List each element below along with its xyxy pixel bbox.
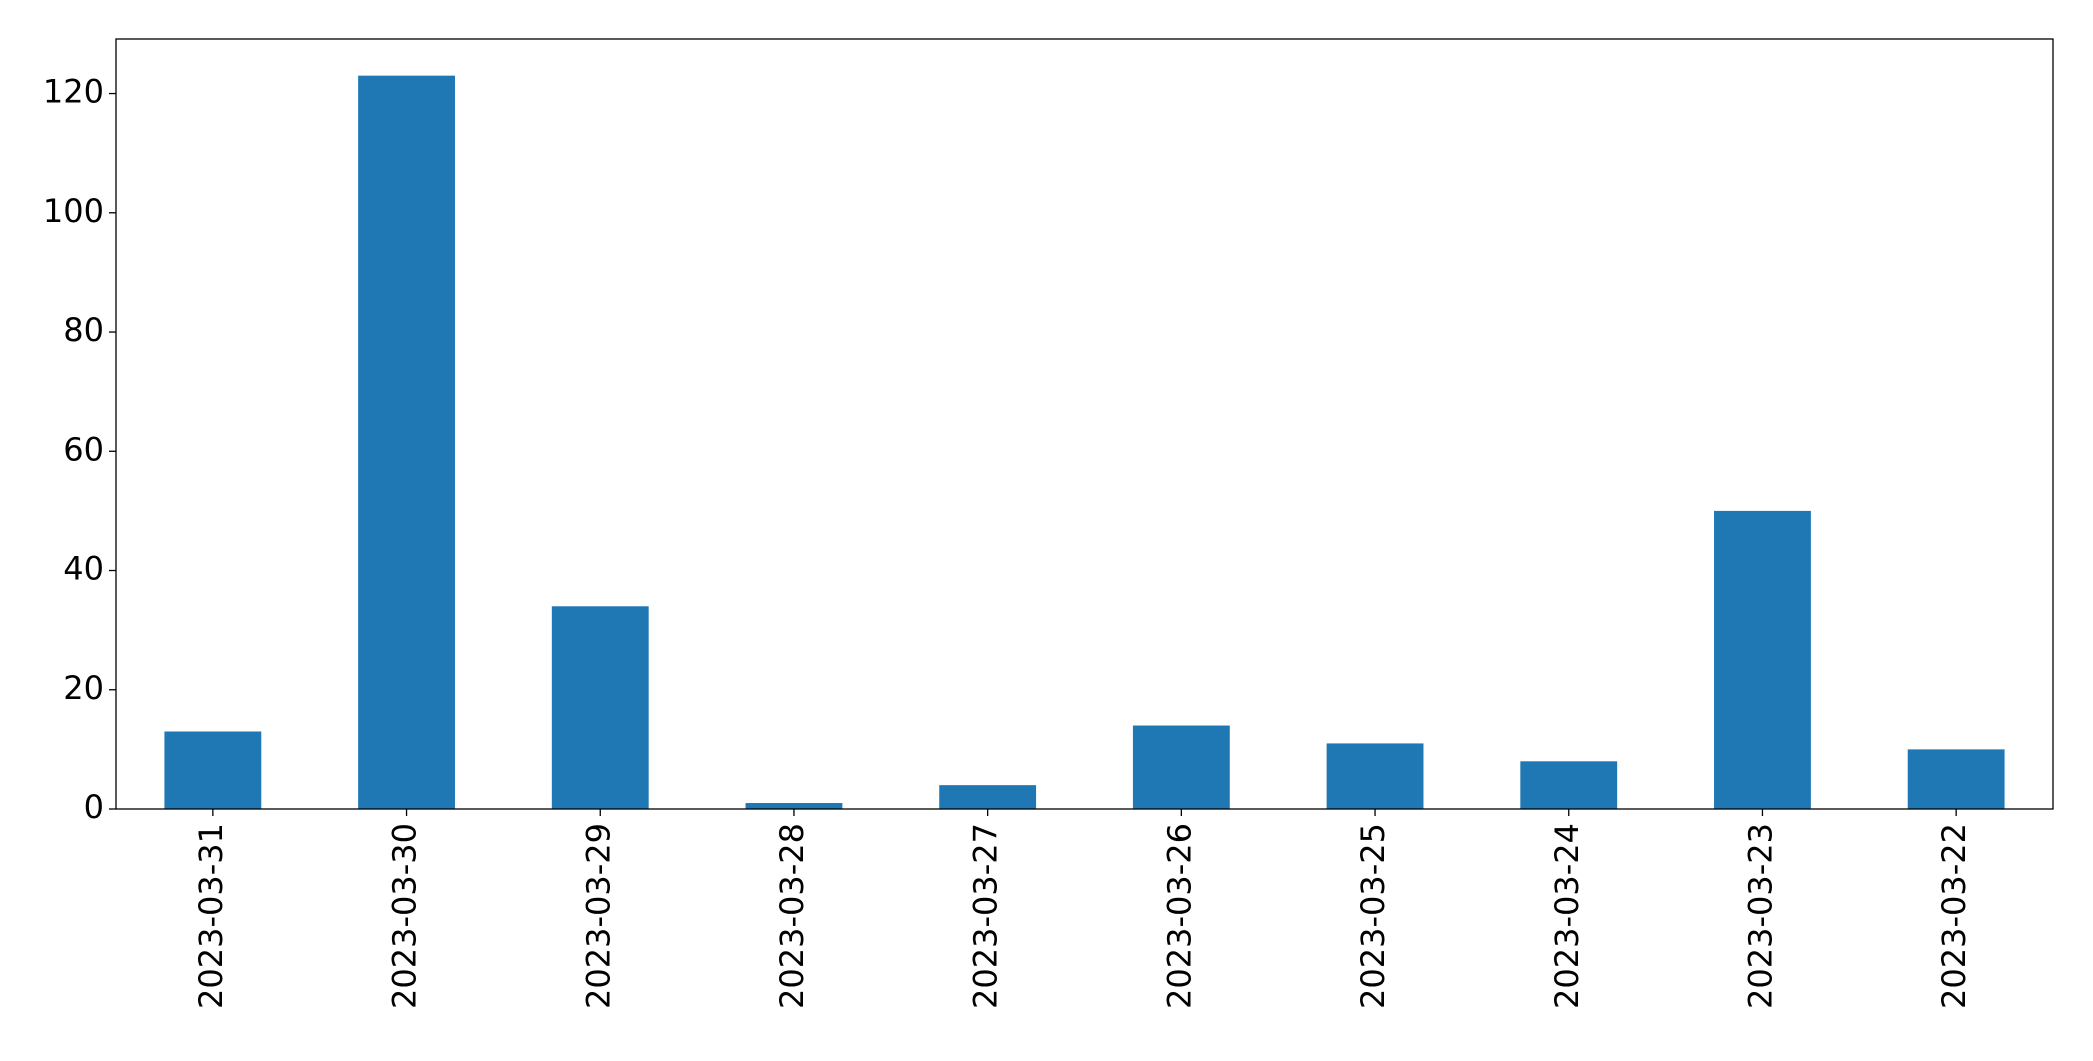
bar	[164, 731, 262, 809]
bar	[1714, 510, 1811, 809]
y-tick-label: 40	[63, 550, 104, 588]
x-tick-label: 2023-03-30	[386, 823, 424, 1009]
y-tick-label: 100	[43, 192, 104, 230]
x-tick-label: 2023-03-22	[1935, 823, 1973, 1009]
bar	[358, 75, 455, 809]
bar	[745, 803, 843, 809]
y-tick-label: 80	[63, 311, 104, 349]
x-tick-label: 2023-03-25	[1354, 823, 1392, 1009]
y-tick-label: 60	[63, 430, 104, 468]
y-tick-label: 120	[43, 73, 104, 111]
x-tick-label: 2023-03-23	[1741, 823, 1779, 1009]
bar	[1132, 725, 1230, 809]
axes-frame	[115, 38, 2054, 810]
x-tick-label: 2023-03-29	[579, 823, 617, 1009]
bar	[1907, 749, 2005, 809]
bar	[551, 606, 649, 809]
bar	[1326, 743, 1424, 809]
x-tick-label: 2023-03-24	[1548, 823, 1586, 1009]
x-tick-label: 2023-03-28	[773, 823, 811, 1009]
x-tick-label: 2023-03-27	[967, 823, 1005, 1009]
y-tick-label: 20	[63, 669, 104, 707]
y-tick-label: 0	[84, 788, 104, 826]
x-tick-label: 2023-03-31	[192, 823, 230, 1009]
bar	[1520, 761, 1618, 809]
bar	[939, 785, 1037, 809]
x-tick-label: 2023-03-26	[1160, 823, 1198, 1009]
